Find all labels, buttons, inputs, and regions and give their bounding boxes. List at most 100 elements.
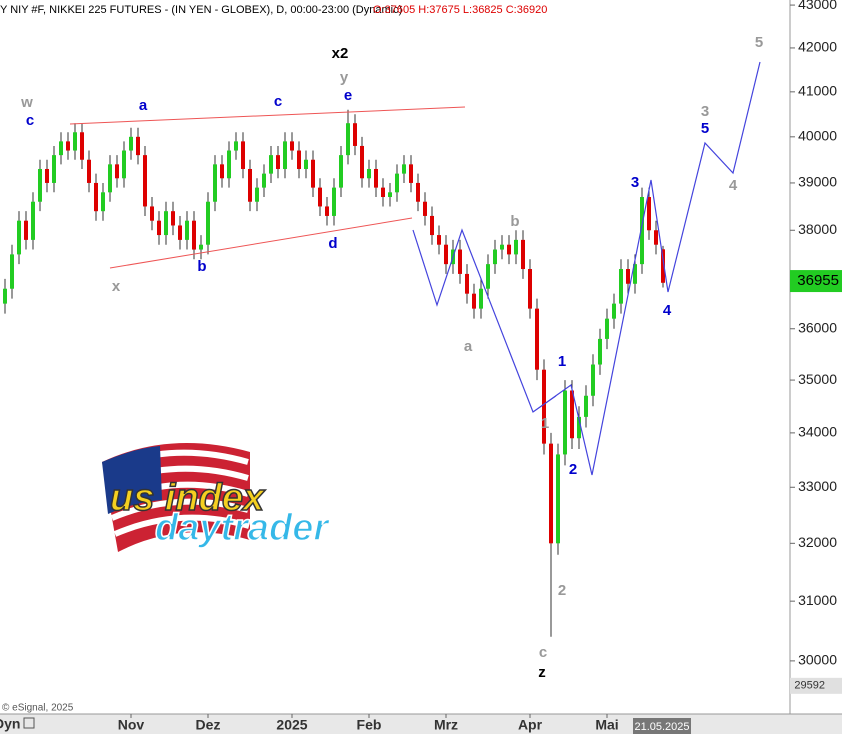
candle-body [542, 369, 546, 444]
plot-area [0, 0, 790, 714]
y-tick-label: 31000 [798, 592, 837, 608]
trend-line [109, 217, 413, 269]
candle-body [339, 155, 343, 188]
candle-body [66, 141, 70, 151]
projection-path [532, 395, 557, 413]
wave-label: x2 [332, 45, 349, 62]
candle-body [3, 288, 7, 304]
logo: us index daytrader [102, 443, 331, 552]
wave-label: a [139, 97, 148, 114]
x-tick-label: Mai [595, 717, 618, 733]
header: Y NIY #F, NIKKEI 225 FUTURES - (IN YEN -… [0, 4, 402, 16]
candle-body [255, 187, 259, 202]
wave-label: y [340, 69, 349, 86]
candle-body [535, 308, 539, 370]
wave-label: b [197, 258, 206, 275]
candle-body [290, 141, 294, 151]
candle-body [549, 443, 553, 544]
wave-label: 5 [701, 120, 709, 137]
candle-body [612, 303, 616, 319]
y-tick-label: 40000 [798, 128, 837, 144]
candle-body [598, 338, 602, 365]
candle-body [507, 244, 511, 255]
candle-body [234, 141, 238, 151]
candle-body [640, 197, 644, 265]
layer [3, 109, 665, 637]
candle-body [10, 254, 14, 289]
candle-body [318, 187, 322, 207]
y-tick-label: 39000 [798, 174, 837, 190]
candle-body [395, 173, 399, 193]
candle-body [122, 150, 126, 179]
trend-line [69, 106, 466, 125]
x-tick-label: Nov [118, 717, 145, 733]
candle-body [269, 155, 273, 174]
logo-text: daytrader [155, 507, 330, 549]
y-tick-label: 43000 [798, 0, 837, 12]
y-tick-label: 32000 [798, 534, 837, 550]
wave-label: 1 [541, 415, 549, 432]
wave-label: e [344, 87, 352, 104]
candle-body [325, 206, 329, 216]
candle-body [80, 132, 84, 160]
candle-body [381, 187, 385, 198]
candle-body [619, 269, 623, 304]
candle-body [150, 206, 154, 221]
candle-body [31, 201, 35, 240]
candle-body [374, 168, 378, 188]
candle-body [304, 159, 308, 169]
wave-label: 4 [663, 302, 672, 319]
wave-label: 2 [569, 461, 577, 478]
y-tick-label: 35000 [798, 371, 837, 387]
candle-body [143, 155, 147, 207]
candle-body [129, 136, 133, 151]
candle-body [108, 164, 112, 193]
candle-body [157, 220, 161, 236]
low-marker-label: 29592 [794, 680, 825, 692]
wave-label: x [112, 278, 121, 295]
candle-body [213, 164, 217, 202]
y-axis-area [790, 0, 842, 734]
candle-body [136, 136, 140, 156]
candle-body [647, 197, 651, 231]
candle-body [360, 145, 364, 179]
candle-body [262, 173, 266, 188]
candle-body [73, 132, 77, 151]
candle-body [584, 395, 588, 417]
candle-body [472, 293, 476, 309]
candle-body [87, 159, 91, 183]
candle-body [346, 123, 350, 156]
candle-body [227, 150, 231, 179]
candle-body [577, 416, 581, 439]
logo-text: us index [110, 477, 266, 519]
x-tick-label: 2025 [276, 717, 307, 733]
candle-body [115, 164, 119, 179]
candle-body [514, 239, 518, 255]
candle-body [661, 249, 665, 283]
wave-label: 2 [558, 582, 566, 599]
wave-label: c [26, 112, 34, 129]
low-marker-box [790, 677, 842, 694]
wave-label: 4 [729, 177, 738, 194]
last-date: 21.05.2025 [634, 721, 689, 733]
candle-body [192, 220, 196, 250]
wave-label: z [538, 664, 546, 681]
wave-label: a [464, 338, 473, 355]
x-axis-area [0, 714, 842, 734]
candle-body [430, 215, 434, 236]
candle-body [199, 244, 203, 250]
candle-body [248, 168, 252, 202]
candle-body [591, 364, 595, 396]
candle-body [416, 182, 420, 202]
y-tick-label: 34000 [798, 424, 837, 440]
logo-canton [102, 446, 162, 514]
candle-body [38, 168, 42, 202]
candle-body [311, 159, 315, 188]
candle-body [465, 273, 469, 294]
wave-label: w [20, 94, 33, 111]
wave-label: 3 [701, 103, 709, 120]
candle-body [521, 239, 525, 270]
y-tick-label: 33000 [798, 478, 837, 494]
x-tick-label: Feb [357, 717, 382, 733]
